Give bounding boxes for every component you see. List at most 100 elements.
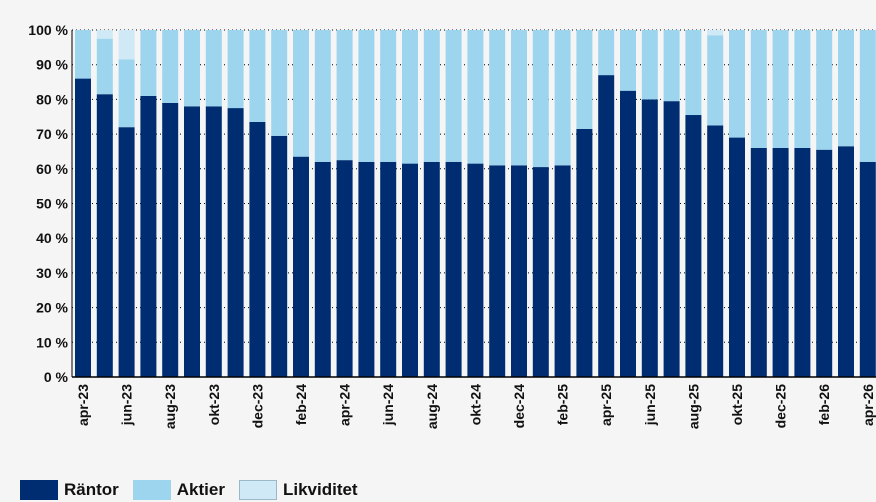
bar-aktier-segment — [75, 30, 91, 79]
bar-r-ntor-segment — [227, 108, 244, 377]
bar-aktier-segment — [794, 30, 811, 148]
bar-aktier-segment — [750, 30, 767, 148]
bar-r-ntor-segment — [576, 128, 593, 377]
bar-likviditet-segment — [118, 30, 135, 60]
bar-aktier-segment — [838, 30, 854, 147]
bar-aktier-segment — [685, 30, 702, 116]
y-tick-label: 20 % — [36, 300, 68, 316]
bar-aktier-segment — [598, 30, 615, 76]
bar-aktier-segment — [620, 30, 636, 91]
bar-r-ntor-segment — [271, 135, 288, 377]
bar-r-ntor-segment — [118, 127, 135, 377]
bar-aktier-segment — [489, 30, 506, 166]
bar-r-ntor-segment — [532, 167, 549, 377]
x-tick-label: jun-25 — [642, 384, 658, 426]
y-tick-label: 100 % — [28, 22, 68, 38]
bar-likviditet-segment — [707, 30, 724, 36]
bar-aktier-segment — [140, 30, 157, 96]
x-tick-label: apr-23 — [75, 384, 91, 426]
bar-r-ntor-segment — [75, 78, 91, 377]
bar-aktier-segment — [380, 30, 397, 162]
bar-r-ntor-segment — [140, 95, 157, 378]
legend-label-rantor: Räntor — [64, 480, 119, 499]
bar-aktier-segment — [184, 30, 200, 107]
bar-aktier-segment — [293, 30, 309, 157]
bar-aktier-segment — [816, 30, 833, 150]
bar-r-ntor-segment — [336, 160, 353, 377]
x-tick-label: dec-23 — [249, 384, 265, 429]
y-tick-label: 0 % — [44, 369, 69, 385]
bar-r-ntor-segment — [249, 121, 266, 377]
x-tick-label: dec-24 — [511, 384, 527, 429]
bar-aktier-segment — [205, 30, 222, 107]
x-tick-label: apr-25 — [598, 384, 614, 426]
bar-aktier-segment — [729, 30, 745, 138]
bar-r-ntor-segment — [380, 161, 397, 377]
bar-aktier-segment — [707, 35, 724, 126]
bar-r-ntor-segment — [794, 147, 811, 377]
bar-aktier-segment — [554, 30, 571, 166]
y-tick-label: 60 % — [36, 161, 68, 177]
y-tick-label: 80 % — [36, 91, 68, 107]
x-tick-label: okt-24 — [467, 384, 483, 425]
legend-swatch-aktier — [132, 480, 171, 500]
legend-swatch-likviditet — [238, 480, 277, 500]
y-tick-label: 50 % — [36, 196, 68, 212]
bar-aktier-segment — [772, 30, 789, 148]
bar-aktier-segment — [227, 30, 244, 109]
bar-aktier-segment — [859, 30, 876, 162]
bar-aktier-segment — [402, 30, 418, 164]
bar-r-ntor-segment — [445, 161, 462, 377]
bar-aktier-segment — [358, 30, 375, 162]
bar-r-ntor-segment — [663, 101, 680, 377]
bar-aktier-segment — [445, 30, 462, 162]
bar-r-ntor-segment — [554, 165, 571, 377]
x-tick-label: feb-24 — [293, 384, 309, 425]
x-tick-label: jun-23 — [119, 384, 135, 426]
bar-r-ntor-segment — [598, 75, 615, 378]
legend-label-likviditet: Likviditet — [282, 480, 358, 499]
x-tick-label: feb-26 — [816, 384, 832, 425]
bar-r-ntor-segment — [467, 163, 484, 377]
bar-r-ntor-segment — [772, 147, 789, 377]
bar-aktier-segment — [663, 30, 680, 102]
y-tick-label: 90 % — [36, 57, 68, 73]
bar-r-ntor-segment — [620, 90, 636, 377]
bar-aktier-segment — [118, 59, 135, 128]
bar-likviditet-segment — [96, 30, 113, 39]
x-tick-label: okt-25 — [729, 384, 745, 425]
x-tick-label: jun-24 — [380, 384, 396, 426]
x-tick-label: aug-23 — [162, 384, 178, 429]
bar-r-ntor-segment — [162, 102, 179, 378]
bar-r-ntor-segment — [96, 94, 113, 377]
x-tick-label: apr-24 — [337, 384, 353, 426]
bar-r-ntor-segment — [685, 115, 702, 377]
y-tick-label: 10 % — [36, 334, 68, 350]
bar-r-ntor-segment — [511, 165, 527, 377]
bar-aktier-segment — [532, 30, 549, 168]
y-tick-label: 70 % — [36, 126, 68, 142]
bar-r-ntor-segment — [489, 165, 506, 377]
bar-aktier-segment — [271, 30, 288, 136]
x-tick-label: okt-23 — [206, 384, 222, 425]
axes — [71, 30, 876, 378]
bar-aktier-segment — [336, 30, 353, 161]
bar-aktier-segment — [249, 30, 266, 122]
x-tick-label: aug-25 — [685, 384, 701, 429]
bar-r-ntor-segment — [641, 99, 658, 378]
bar-r-ntor-segment — [838, 146, 854, 377]
bar-r-ntor-segment — [402, 163, 418, 377]
bar-aktier-segment — [314, 30, 331, 162]
x-tick-label: aug-24 — [424, 384, 440, 429]
bar-aktier-segment — [162, 30, 179, 103]
x-tick-label: apr-26 — [860, 384, 876, 426]
bar-aktier-segment — [511, 30, 527, 166]
x-tick-label: feb-25 — [555, 384, 571, 425]
bar-r-ntor-segment — [205, 106, 222, 377]
bar-aktier-segment — [423, 30, 440, 162]
bar-aktier-segment — [467, 30, 484, 164]
bar-r-ntor-segment — [423, 161, 440, 377]
bar-r-ntor-segment — [293, 156, 309, 377]
bar-aktier-segment — [641, 30, 658, 100]
